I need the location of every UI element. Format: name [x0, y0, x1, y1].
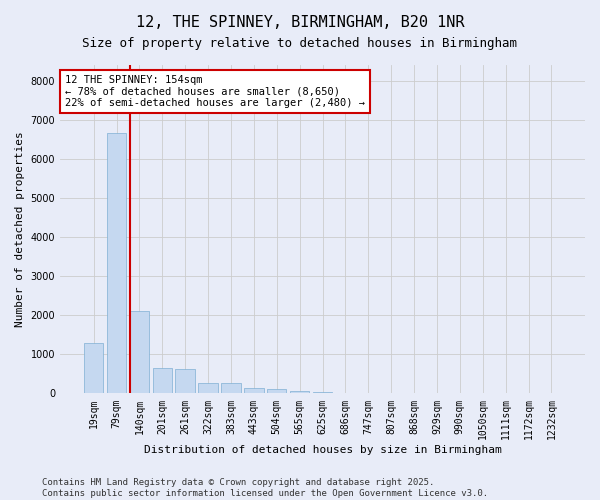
Text: 12, THE SPINNEY, BIRMINGHAM, B20 1NR: 12, THE SPINNEY, BIRMINGHAM, B20 1NR — [136, 15, 464, 30]
Bar — [313, 392, 332, 394]
Bar — [267, 389, 286, 394]
Bar — [107, 134, 126, 394]
X-axis label: Distribution of detached houses by size in Birmingham: Distribution of detached houses by size … — [143, 445, 502, 455]
Bar — [199, 383, 218, 394]
Text: 12 THE SPINNEY: 154sqm
← 78% of detached houses are smaller (8,650)
22% of semi-: 12 THE SPINNEY: 154sqm ← 78% of detached… — [65, 75, 365, 108]
Bar — [152, 368, 172, 394]
Bar — [130, 312, 149, 394]
Y-axis label: Number of detached properties: Number of detached properties — [15, 132, 25, 327]
Bar — [290, 390, 310, 394]
Bar — [175, 369, 195, 394]
Bar — [244, 388, 263, 394]
Text: Size of property relative to detached houses in Birmingham: Size of property relative to detached ho… — [83, 38, 517, 51]
Text: Contains HM Land Registry data © Crown copyright and database right 2025.
Contai: Contains HM Land Registry data © Crown c… — [42, 478, 488, 498]
Bar — [84, 342, 103, 394]
Bar — [221, 383, 241, 394]
